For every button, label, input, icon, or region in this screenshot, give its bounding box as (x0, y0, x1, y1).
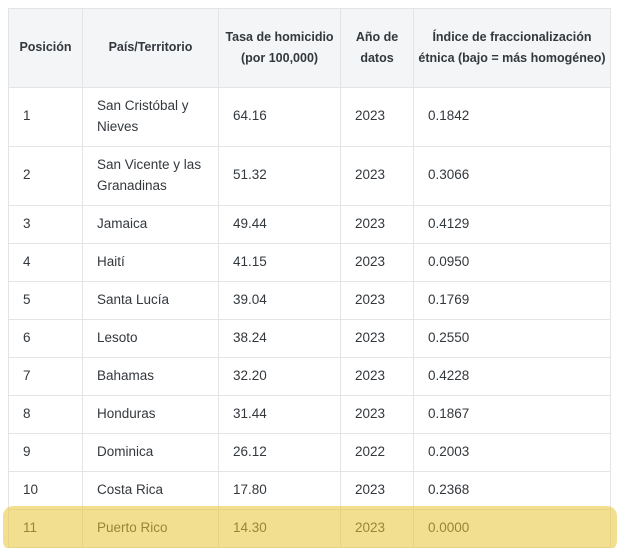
cell-indice: 0.1842 (413, 87, 611, 147)
cell-pais: Honduras (82, 394, 219, 434)
cell-ano: 2023 (340, 356, 414, 396)
cell-posicion: 8 (8, 394, 83, 434)
cell-tasa: 26.12 (218, 432, 341, 472)
col-header-indice: Índice de fraccionalización étnica (bajo… (413, 8, 611, 88)
cell-posicion: 3 (8, 204, 83, 244)
cell-pais: Costa Rica (82, 470, 219, 510)
col-header-tasa: Tasa de homicidio (por 100,000) (218, 8, 341, 88)
cell-pais: Bahamas (82, 356, 219, 396)
col-header-pais: País/Territorio (82, 8, 219, 88)
cell-pais: San Vicente y las Granadinas (82, 145, 219, 206)
table-row: 5 Santa Lucía 39.04 2023 0.1769 (8, 280, 611, 320)
table-row: 4 Haití 41.15 2023 0.0950 (8, 242, 611, 282)
cell-tasa: 49.44 (218, 204, 341, 244)
cell-pais: Jamaica (82, 204, 219, 244)
cell-tasa: 17.80 (218, 470, 341, 510)
cell-ano: 2023 (340, 280, 414, 320)
cell-indice: 0.2003 (413, 432, 611, 472)
table-row: 2 San Vicente y las Granadinas 51.32 2023 0.… (8, 145, 611, 206)
table-row: 3 Jamaica 49.44 2023 0.4129 (8, 204, 611, 244)
cell-pais: Lesoto (82, 318, 219, 358)
cell-indice: 0.0000 (413, 508, 611, 548)
table-row: 10 Costa Rica 17.80 2023 0.2368 (8, 470, 611, 510)
table-row: 7 Bahamas 32.20 2023 0.4228 (8, 356, 611, 396)
cell-tasa: 31.44 (218, 394, 341, 434)
cell-ano: 2023 (340, 470, 414, 510)
cell-posicion: 5 (8, 280, 83, 320)
cell-tasa: 32.20 (218, 356, 341, 396)
cell-indice: 0.4228 (413, 356, 611, 396)
cell-tasa: 51.32 (218, 145, 341, 206)
cell-posicion: 10 (8, 470, 83, 510)
table-row: 9 Dominica 26.12 2022 0.2003 (8, 432, 611, 472)
header-row: Posición País/Territorio Tasa de homicid… (8, 8, 611, 88)
cell-indice: 0.1867 (413, 394, 611, 434)
cell-posicion: 4 (8, 242, 83, 282)
cell-tasa: 38.24 (218, 318, 341, 358)
table-header: Posición País/Territorio Tasa de homicid… (8, 8, 611, 88)
cell-ano: 2023 (340, 204, 414, 244)
cell-indice: 0.2550 (413, 318, 611, 358)
rankings-table: Posición País/Territorio Tasa de homicid… (8, 8, 611, 548)
cell-ano: 2022 (340, 432, 414, 472)
table-row: 6 Lesoto 38.24 2023 0.2550 (8, 318, 611, 358)
cell-posicion: 7 (8, 356, 83, 396)
cell-ano: 2023 (340, 508, 414, 548)
cell-tasa: 14.30 (218, 508, 341, 548)
col-header-ano: Año de datos (340, 8, 414, 88)
cell-posicion: 1 (8, 87, 83, 147)
cell-pais: Dominica (82, 432, 219, 472)
cell-tasa: 39.04 (218, 280, 341, 320)
cell-indice: 0.4129 (413, 204, 611, 244)
cell-ano: 2023 (340, 87, 414, 147)
cell-tasa: 41.15 (218, 242, 341, 282)
cell-indice: 0.1769 (413, 280, 611, 320)
cell-indice: 0.0950 (413, 242, 611, 282)
cell-posicion: 2 (8, 145, 83, 206)
cell-indice: 0.2368 (413, 470, 611, 510)
cell-posicion: 11 (8, 508, 83, 548)
cell-posicion: 9 (8, 432, 83, 472)
table-row: 11 Puerto Rico 14.30 2023 0.0000 (8, 508, 611, 548)
cell-ano: 2023 (340, 394, 414, 434)
cell-indice: 0.3066 (413, 145, 611, 206)
cell-pais: Santa Lucía (82, 280, 219, 320)
cell-pais: San Cristóbal y Nieves (82, 87, 219, 147)
table-body: 1 San Cristóbal y Nieves 64.16 2023 0.1842 2 S… (8, 87, 611, 548)
cell-posicion: 6 (8, 318, 83, 358)
cell-pais: Puerto Rico (82, 508, 219, 548)
col-header-posicion: Posición (8, 8, 83, 88)
cell-ano: 2023 (340, 318, 414, 358)
cell-pais: Haití (82, 242, 219, 282)
cell-tasa: 64.16 (218, 87, 341, 147)
cell-ano: 2023 (340, 145, 414, 206)
table-row: 1 San Cristóbal y Nieves 64.16 2023 0.1842 (8, 87, 611, 147)
cell-ano: 2023 (340, 242, 414, 282)
table-row: 8 Honduras 31.44 2023 0.1867 (8, 394, 611, 434)
